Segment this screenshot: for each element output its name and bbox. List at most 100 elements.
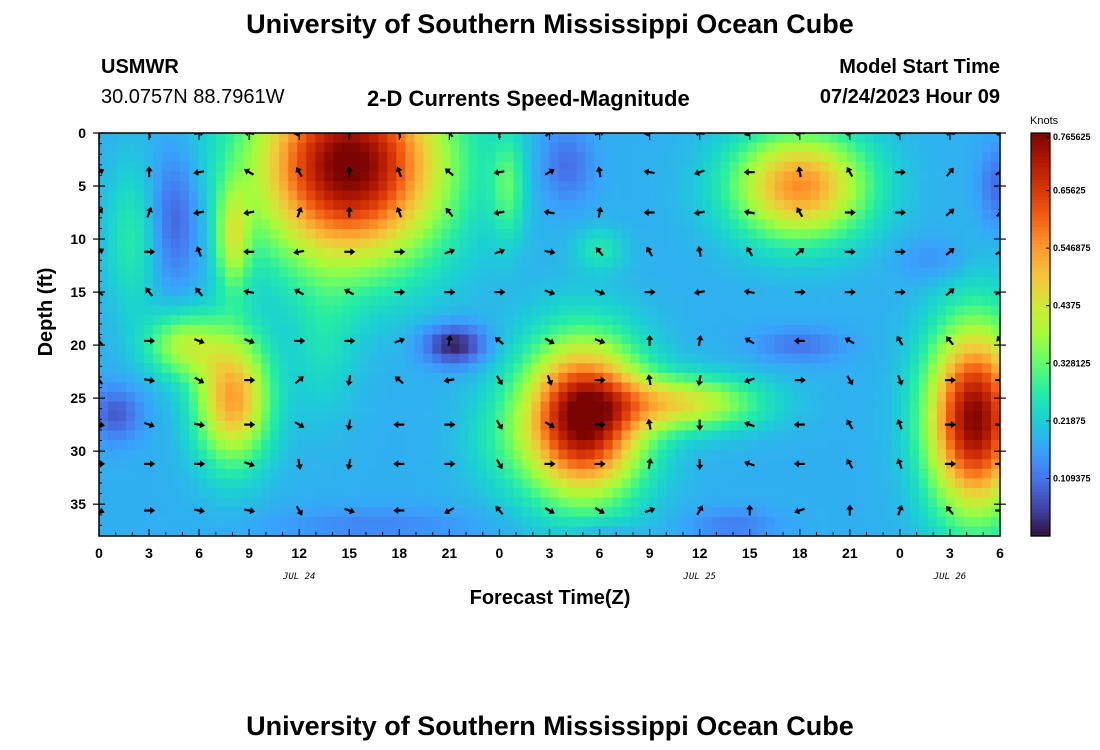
heatmap-cell bbox=[945, 468, 956, 480]
heatmap-cell bbox=[522, 219, 533, 230]
heatmap-cell bbox=[396, 276, 406, 288]
heatmap-cell bbox=[486, 440, 497, 451]
heatmap-cell bbox=[567, 363, 578, 374]
heatmap-cell bbox=[765, 440, 776, 451]
heatmap-cell bbox=[864, 420, 875, 432]
heatmap-cell bbox=[117, 142, 127, 153]
heatmap-cell bbox=[882, 478, 893, 489]
heatmap-cell bbox=[540, 430, 551, 441]
heatmap-cell bbox=[558, 180, 569, 192]
current-vector-arrow bbox=[995, 509, 1000, 512]
heatmap-cell bbox=[603, 228, 614, 240]
heatmap-cell bbox=[243, 392, 253, 403]
heatmap-cell bbox=[621, 468, 632, 480]
heatmap-cell bbox=[261, 238, 271, 249]
heatmap-cell bbox=[414, 324, 424, 336]
heatmap-cell bbox=[927, 353, 938, 364]
heatmap-cell bbox=[270, 152, 280, 163]
heatmap-cell bbox=[981, 209, 992, 220]
heatmap-cell bbox=[927, 315, 938, 326]
current-vector-arrow bbox=[995, 248, 1000, 256]
heatmap-cell bbox=[756, 190, 767, 201]
heatmap-cell bbox=[486, 497, 497, 508]
heatmap-cell bbox=[198, 142, 208, 153]
heatmap-cell bbox=[531, 344, 542, 355]
heatmap-cell bbox=[540, 267, 551, 278]
heatmap-cell bbox=[558, 507, 569, 518]
heatmap-cell bbox=[990, 219, 1000, 230]
heatmap-cell bbox=[855, 430, 866, 441]
heatmap-cell bbox=[936, 430, 947, 441]
heatmap-cell bbox=[414, 276, 424, 288]
heatmap-cell bbox=[936, 315, 947, 326]
heatmap-cell bbox=[423, 497, 433, 508]
heatmap-cell bbox=[558, 248, 569, 259]
heatmap-cell bbox=[558, 411, 569, 422]
heatmap-cell bbox=[927, 420, 938, 432]
heatmap-cell bbox=[495, 180, 506, 192]
colorbar-swatch bbox=[1031, 284, 1050, 289]
station-name: USMWR bbox=[101, 56, 179, 78]
current-vector-arrow bbox=[243, 248, 255, 256]
current-vector-arrow bbox=[846, 375, 854, 386]
heatmap-cell bbox=[432, 296, 442, 307]
heatmap-cell bbox=[612, 468, 623, 480]
heatmap-cell bbox=[711, 267, 722, 278]
heatmap-cell bbox=[558, 372, 569, 384]
heatmap-cell bbox=[378, 315, 388, 326]
heatmap-cell bbox=[891, 315, 902, 326]
heatmap-cell bbox=[567, 430, 578, 441]
heatmap-cell bbox=[522, 440, 533, 451]
heatmap-cell bbox=[144, 449, 154, 460]
heatmap-cell bbox=[171, 430, 181, 441]
colorbar-swatch bbox=[1031, 347, 1050, 352]
heatmap-cell bbox=[963, 180, 974, 192]
heatmap-cell bbox=[927, 171, 938, 182]
heatmap-cell bbox=[423, 411, 433, 422]
colorbar-swatch bbox=[1031, 294, 1050, 299]
heatmap-cell bbox=[405, 440, 415, 451]
heatmap-cell bbox=[342, 190, 352, 201]
current-vector-arrow bbox=[144, 248, 156, 256]
heatmap-cell bbox=[693, 315, 704, 326]
heatmap-cell bbox=[774, 219, 785, 230]
heatmap-cell bbox=[792, 152, 803, 163]
heatmap-cell bbox=[684, 248, 695, 259]
heatmap-cell bbox=[198, 276, 208, 288]
heatmap-cell bbox=[477, 276, 488, 288]
current-vector-arrow bbox=[393, 460, 405, 468]
heatmap-cell bbox=[729, 353, 740, 364]
heatmap-cell bbox=[171, 363, 181, 374]
heatmap-cell bbox=[630, 344, 641, 355]
heatmap-cell bbox=[621, 190, 632, 201]
heatmap-cell bbox=[747, 516, 758, 528]
heatmap-cell bbox=[405, 392, 415, 403]
heatmap-cell bbox=[459, 228, 470, 240]
heatmap-cell bbox=[945, 516, 956, 528]
heatmap-cell bbox=[162, 267, 172, 278]
heatmap-cell bbox=[261, 449, 271, 460]
heatmap-cell bbox=[459, 190, 470, 201]
heatmap-cell bbox=[441, 526, 451, 536]
heatmap-cell bbox=[486, 315, 497, 326]
current-vector-arrow bbox=[294, 376, 304, 385]
heatmap-cell bbox=[477, 488, 488, 499]
heatmap-cell bbox=[747, 392, 758, 403]
heatmap-cell bbox=[432, 497, 442, 508]
heatmap-cell bbox=[351, 516, 361, 528]
heatmap-cell bbox=[936, 507, 947, 518]
current-vector-arrow bbox=[444, 248, 456, 255]
heatmap-cell bbox=[153, 344, 163, 355]
heatmap-cell bbox=[504, 411, 515, 422]
heatmap-cell bbox=[558, 257, 569, 268]
heatmap-cell bbox=[225, 152, 235, 163]
heatmap-cell bbox=[630, 267, 641, 278]
heatmap-cell bbox=[702, 142, 713, 153]
heatmap-cell bbox=[513, 257, 524, 268]
heatmap-cell bbox=[531, 296, 542, 307]
heatmap-cell bbox=[153, 440, 163, 451]
heatmap-cell bbox=[738, 209, 749, 220]
current-vector-arrow bbox=[645, 334, 654, 346]
heatmap-cell bbox=[180, 171, 190, 182]
heatmap-cell bbox=[225, 468, 235, 480]
